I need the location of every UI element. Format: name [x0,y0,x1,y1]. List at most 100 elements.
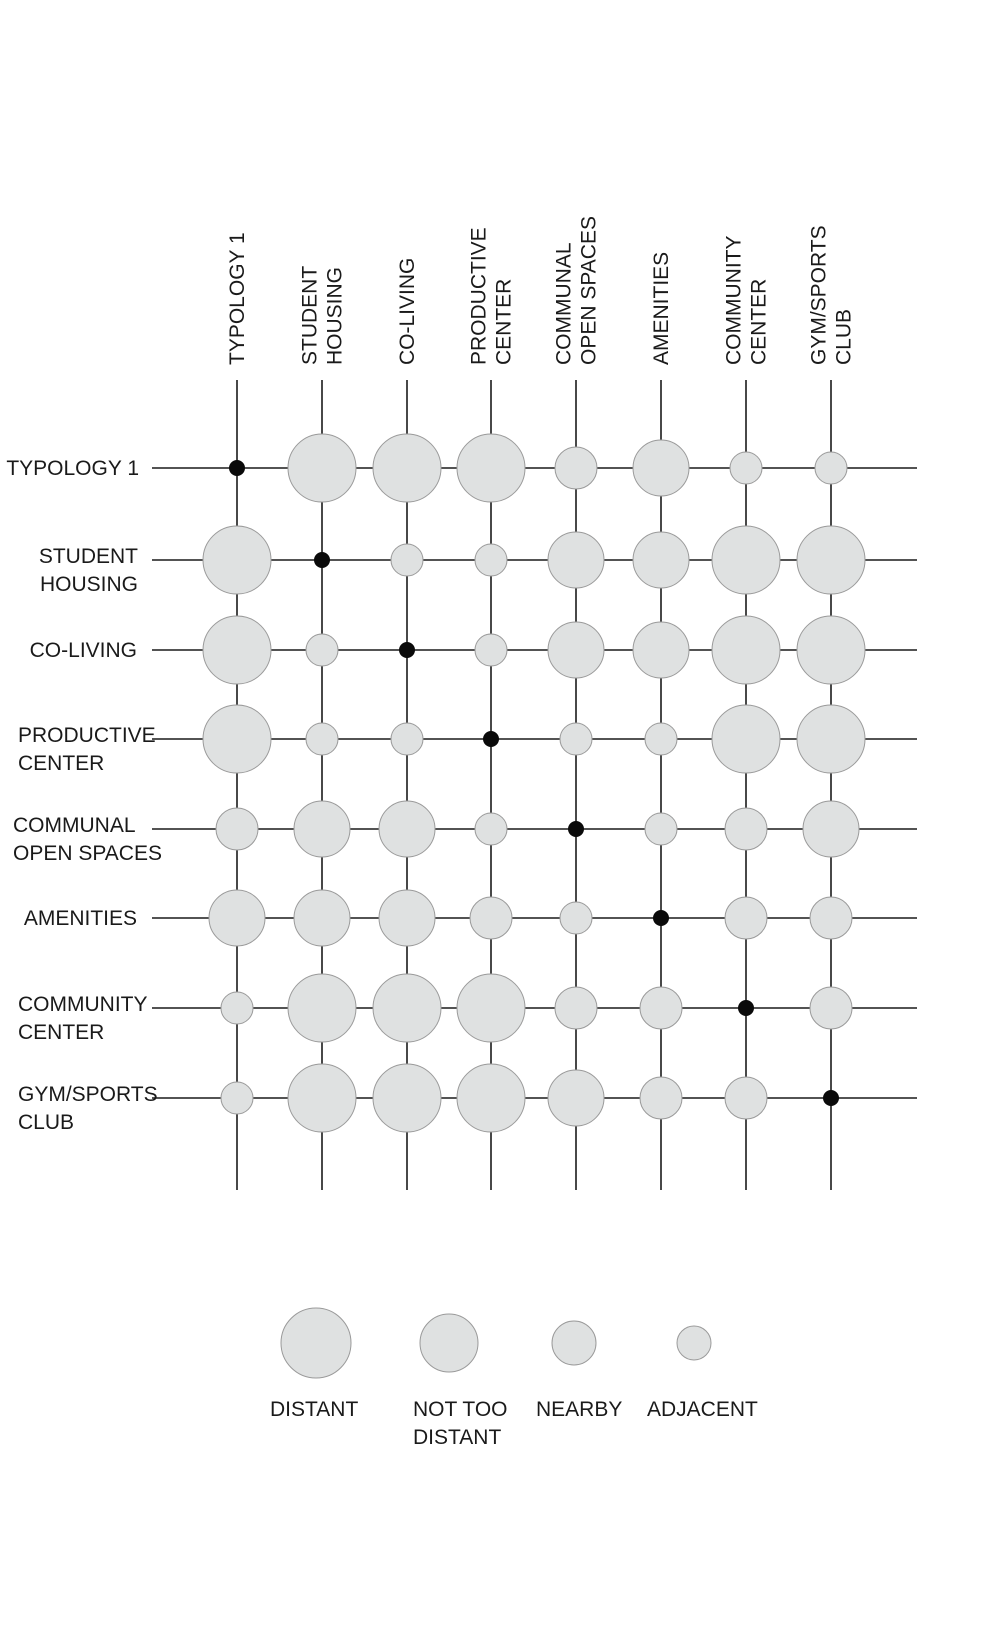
legend-label-line: NEARBY [536,1398,622,1421]
self-dot-r3-c3 [399,642,415,658]
row-label-6: AMENITIES [24,907,137,930]
column-label-text: GYM/SPORTSCLUB [808,225,856,365]
row-label-line: COMMUNITY [18,993,148,1016]
bubble-nearby-r8-c7 [724,1076,768,1120]
bubble-distant-r7-c3 [372,973,442,1043]
row-label-line: CO-LIVING [30,639,137,662]
column-label-4: PRODUCTIVECENTER [468,227,516,365]
bubble-adjacent-r8-c1 [220,1081,254,1115]
bubble-not-too-distant-r5-c3 [378,800,436,858]
bubble-distant-r8-c2 [287,1063,357,1133]
legend-label-adjacent: ADJACENT [647,1398,758,1421]
column-label-1: TYPOLOGY 1 [226,232,249,365]
bubble-nearby-r7-c6 [639,986,683,1030]
column-label-text: COMMUNALOPEN SPACES [553,216,601,365]
column-label-text: AMENITIES [650,252,673,365]
bubble-nearby-r7-c5 [554,986,598,1030]
bubble-distant-r1-c4 [456,433,526,503]
row-labels: TYPOLOGY 1 STUDENT HOUSING CO-LIVING PRODUCT… [6,457,162,1134]
column-labels: TYPOLOGY 1 STUDENTHOUSING CO-LIVING PRODUCT… [226,216,856,365]
column-label-3: CO-LIVING [396,258,419,365]
row-label-2: STUDENT HOUSING [39,545,138,596]
bubble-distant-r8-c3 [372,1063,442,1133]
bubble-nearby-r7-c8 [809,986,853,1030]
bubble-adjacent-r4-c6 [644,722,678,756]
bubble-not-too-distant-r3-c5 [547,621,605,679]
bubble-adjacent-r2-c3 [390,543,424,577]
self-dot-r2-c2 [314,552,330,568]
row-label-line: COMMUNAL [13,814,136,837]
legend-label-line: NOT TOO [413,1398,508,1421]
bubble-not-too-distant-r5-c2 [293,800,351,858]
self-dot-r8-c8 [823,1090,839,1106]
bubble-nearby-r8-c6 [639,1076,683,1120]
bubble-nearby-r5-c7 [724,807,768,851]
bubble-distant-r1-c3 [372,433,442,503]
legend-swatch-distant [280,1307,352,1379]
bubble-not-too-distant-r8-c5 [547,1069,605,1127]
row-label-5: COMMUNAL OPEN SPACES [13,814,162,865]
self-dot-r6-c6 [653,910,669,926]
row-label-line: STUDENT [39,545,138,568]
row-label-line: AMENITIES [24,907,137,930]
row-label-line: CENTER [18,1021,104,1044]
bubble-not-too-distant-r3-c6 [632,621,690,679]
column-label-line: CENTER [493,279,516,365]
column-label-text: TYPOLOGY 1 [226,232,249,365]
row-label-line: HOUSING [40,573,138,596]
bubble-not-too-distant-r1-c6 [632,439,690,497]
bubble-nearby-r1-c5 [554,446,598,490]
bubble-distant-r8-c4 [456,1063,526,1133]
bubble-not-too-distant-r6-c1 [208,889,266,947]
legend-swatch-nearby [551,1320,597,1366]
column-label-2: STUDENTHOUSING [299,266,347,365]
column-label-line: AMENITIES [650,252,673,365]
bubble-adjacent-r6-c5 [559,901,593,935]
column-label-6: AMENITIES [650,252,673,365]
row-label-4: PRODUCTIVE CENTER [18,724,156,775]
legend-label-line: ADJACENT [647,1398,758,1421]
bubble-distant-r7-c4 [456,973,526,1043]
column-label-line: TYPOLOGY 1 [226,232,249,365]
self-dot-r1-c1 [229,460,245,476]
column-label-line: CENTER [748,279,771,365]
bubble-distant-r1-c2 [287,433,357,503]
bubble-distant-r3-c7 [711,615,781,685]
bubble-adjacent-r3-c2 [305,633,339,667]
legend-label-nearby: NEARBY [536,1398,622,1421]
bubble-not-too-distant-r2-c5 [547,531,605,589]
column-label-line: COMMUNAL [553,242,576,365]
legend-label-line: DISTANT [413,1426,501,1449]
column-label-line: CO-LIVING [396,258,419,365]
bubble-nearby-r5-c1 [215,807,259,851]
row-label-line: CLUB [18,1111,74,1134]
bubble-distant-r4-c7 [711,704,781,774]
legend-label-not-too-distant: NOT TOO DISTANT [413,1398,508,1449]
column-label-line: CLUB [833,309,856,365]
row-label-1: TYPOLOGY 1 [6,457,139,480]
column-label-line: STUDENT [299,266,322,365]
bubble-nearby-r6-c4 [469,896,513,940]
bubble-distant-r2-c1 [202,525,272,595]
bubble-distant-r4-c8 [796,704,866,774]
column-label-line: PRODUCTIVE [468,227,491,365]
column-label-text: PRODUCTIVECENTER [468,227,516,365]
bubble-adjacent-r5-c6 [644,812,678,846]
bubble-layer [202,433,866,1133]
column-label-text: STUDENTHOUSING [299,266,347,365]
row-label-line: TYPOLOGY 1 [6,457,139,480]
bubble-adjacent-r1-c8 [814,451,848,485]
bubble-distant-r3-c1 [202,615,272,685]
bubble-distant-r2-c7 [711,525,781,595]
column-label-5: COMMUNALOPEN SPACES [553,216,601,365]
column-label-text: CO-LIVING [396,258,419,365]
legend-swatch-not-too-distant [419,1313,479,1373]
row-label-3: CO-LIVING [30,639,137,662]
bubble-distant-r3-c8 [796,615,866,685]
row-label-8: GYM/SPORTS CLUB [18,1083,158,1134]
column-label-text: COMMUNITYCENTER [723,236,771,366]
legend-label-line: DISTANT [270,1398,358,1421]
legend-swatch-adjacent [676,1325,712,1361]
bubble-adjacent-r3-c4 [474,633,508,667]
